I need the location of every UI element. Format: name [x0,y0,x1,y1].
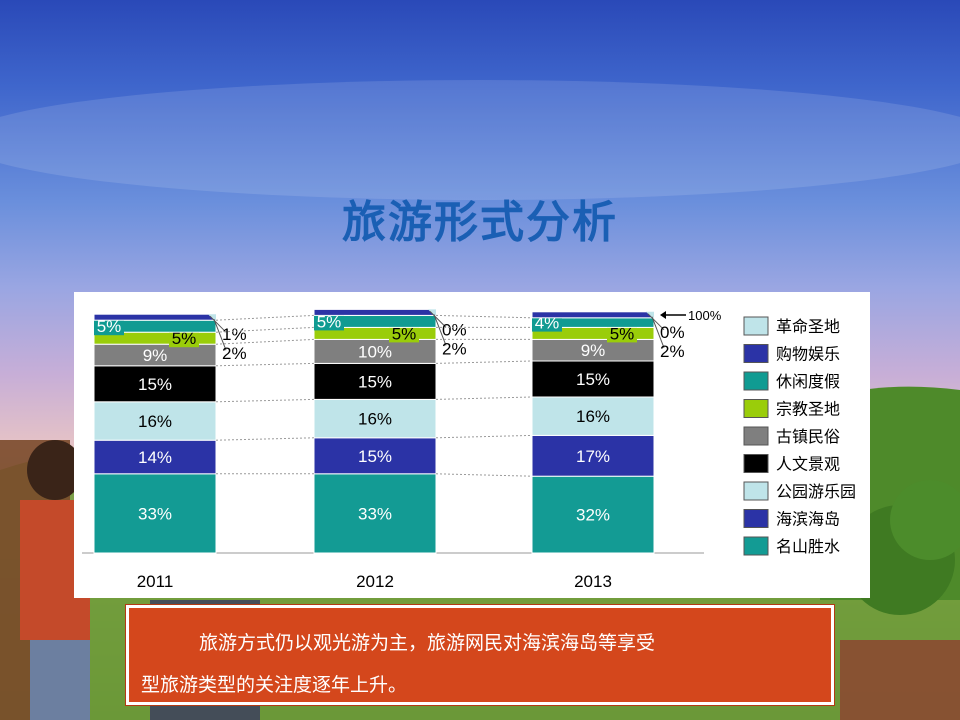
bar-segment [313,398,437,439]
data-label: 5% [172,329,197,348]
series-connector [215,398,315,403]
legend-swatch [743,536,769,556]
series-connector [435,473,533,477]
legend-swatch [743,371,769,391]
bar-segment [531,475,655,554]
chart-annotation: 100% [688,308,722,323]
legend-swatch [743,481,769,501]
bar-segment [531,311,655,319]
data-label: 4% [535,314,560,333]
data-label: 17% [576,447,610,466]
series-connector [215,362,315,367]
bar-segment [531,360,655,398]
data-label: 0% [660,323,685,342]
data-label: 2% [660,342,685,361]
leader-line [209,315,227,333]
data-label: 5% [317,312,342,331]
series-connector [435,434,533,439]
data-label: 0% [442,320,467,339]
caption-line-2: 型旅游类型的关注度逐年上升。 [141,674,408,696]
legend-label: 公园游乐园 [776,482,856,501]
x-tick-label: 2013 [574,572,612,591]
data-label-bg [94,317,124,336]
legend-swatch [743,316,769,336]
data-label: 1% [222,325,247,344]
data-label: 15% [138,375,172,394]
series-connector [435,360,533,364]
stacked-bar-chart: 33%14%16%15%9%5%5% 1%2%201133%15%16%15%10… [82,308,856,591]
bar-segment [93,313,217,321]
legend-swatch [743,509,769,528]
bar-segment [93,473,217,554]
leader-line [433,314,447,346]
series-connector [435,396,533,400]
data-label: 32% [576,506,610,525]
legend-swatch [743,344,769,363]
data-label: 5% [610,324,635,343]
legend-swatch [743,399,769,418]
bar-segment [313,308,437,316]
legend-label: 海滨海岛 [776,510,840,529]
data-label: 16% [138,412,172,431]
legend-label: 购物娱乐 [776,345,840,364]
chart-panel: 33% 14% 16% 15% 9% 5% 5% 1% 2% 2011 33% 15% 16% 15% 10… [74,292,870,598]
bar-segment [646,311,654,318]
leader-line [429,311,447,328]
data-label: 2% [442,339,467,358]
legend-label: 宗教圣地 [776,400,840,419]
data-label: 2% [222,344,247,363]
bar-segment [531,396,655,436]
legend-label: 革命圣地 [776,317,840,336]
bar-segment [93,439,217,475]
data-label: 9% [143,346,168,365]
bar-segment [93,401,217,441]
bar-segment [313,473,437,554]
caption-line-1: 旅游方式仍以观光游为主，旅游网民对海滨海岛等享受 [199,632,656,654]
series-connector [215,437,315,441]
series-connector [215,314,315,321]
series-connector [215,326,315,333]
data-label: 16% [358,410,392,429]
x-tick-label: 2012 [356,572,394,591]
data-label-bg [169,329,199,348]
caption-box: 旅游方式仍以观光游为主，旅游网民对海滨海岛等享受 型旅游类型的关注度逐年上升。 [126,605,834,705]
bar-segment [428,309,436,316]
legend-label: 古镇民俗 [776,427,840,446]
data-label-bg [314,312,344,331]
leader-line [651,316,665,348]
data-label: 33% [138,504,172,523]
legend-swatch [743,454,769,473]
data-label-bg [607,324,637,343]
bar-segment [208,314,216,321]
legend-label: 人文景观 [776,455,840,474]
data-label: 15% [358,447,392,466]
data-label: 5% [392,324,417,343]
legend-label: 休闲度假 [776,372,840,391]
data-label: 9% [581,341,606,360]
data-label: 5% [97,317,122,336]
annotation-arrowhead [660,311,666,319]
data-label: 33% [358,504,392,523]
data-label: 14% [138,448,172,467]
page-title: 旅游形式分析 [342,197,618,248]
bar-segment [531,434,655,477]
data-label-bg [389,324,419,343]
bar-segment [313,362,437,400]
series-connector [215,338,315,345]
bar-segment [93,365,217,403]
leader-line [213,319,227,351]
series-connector [435,314,533,319]
x-tick-label: 2011 [137,572,174,591]
legend-swatch [743,426,769,446]
data-label: 16% [576,407,610,426]
data-label: 10% [358,342,392,361]
leader-line [647,313,665,331]
data-label: 15% [576,370,610,389]
bar-segment [313,437,437,475]
data-label: 15% [358,372,392,391]
legend-label: 名山胜水 [776,537,840,556]
